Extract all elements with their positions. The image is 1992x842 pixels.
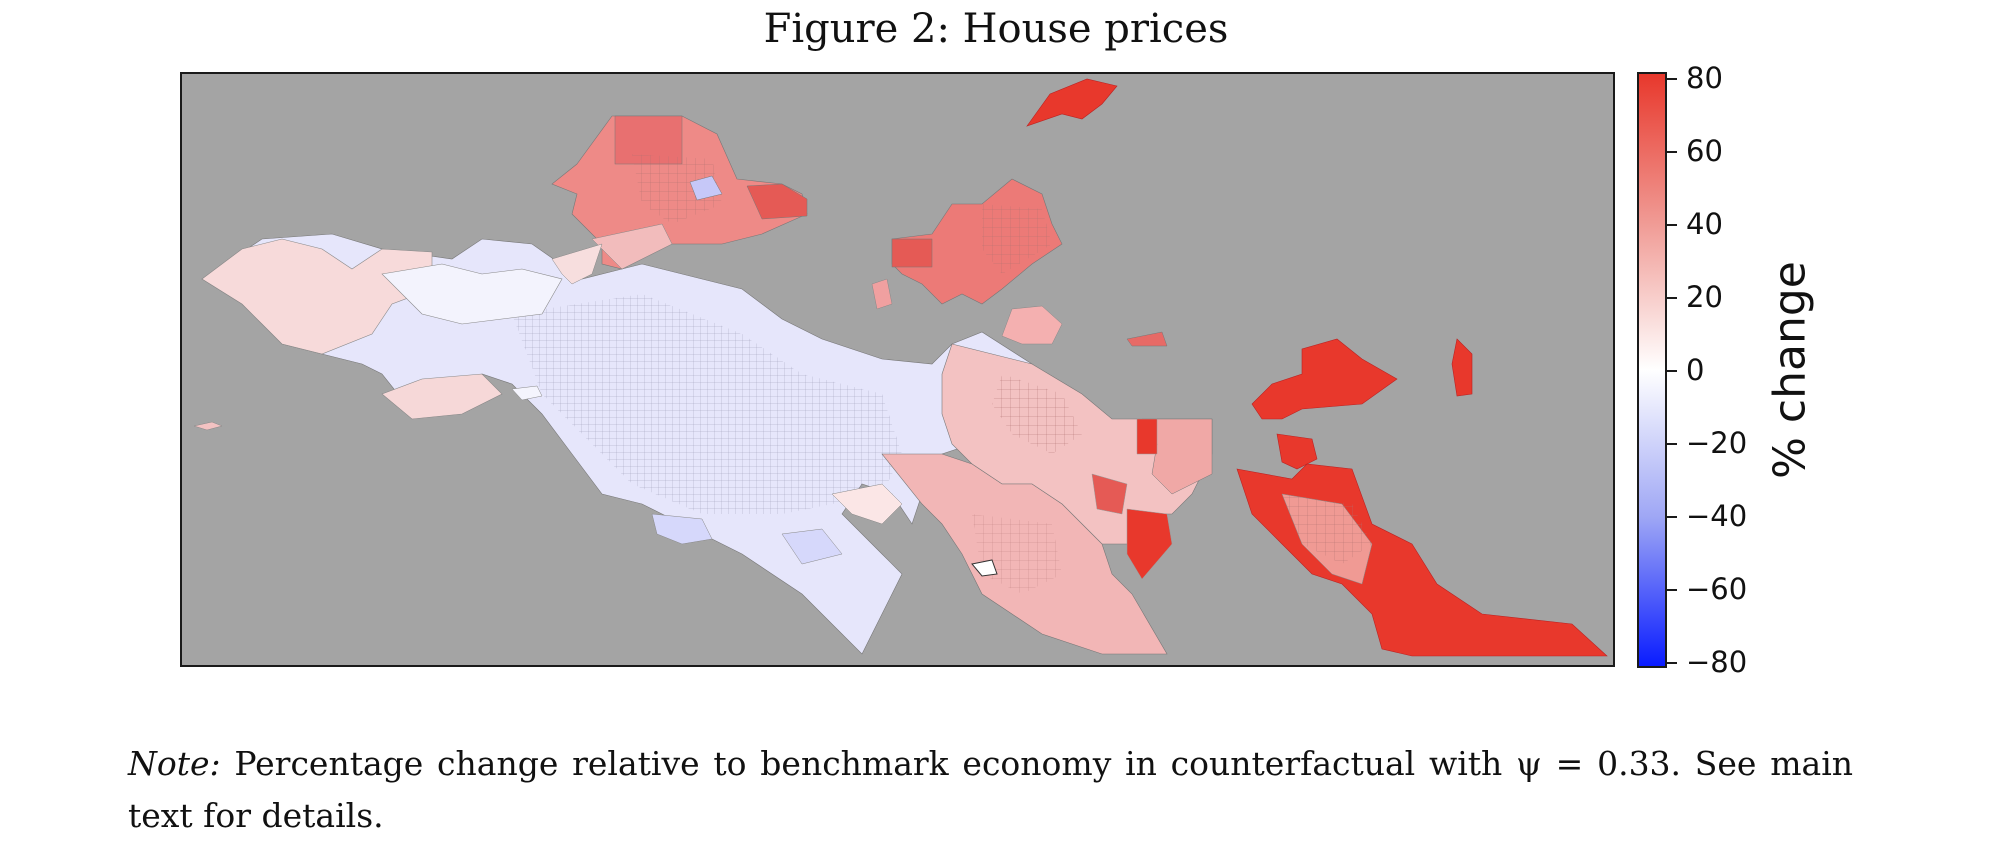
colorbar-tick-label: 80: [1686, 61, 1723, 95]
region-southeast: [1236, 463, 1608, 657]
region-coast-west: [381, 373, 503, 420]
colorbar-tick-label: 40: [1686, 207, 1723, 241]
map-regions: [193, 78, 1608, 657]
figure-note: Note: Percentage change relative to benc…: [128, 738, 1853, 842]
colorbar-tick-label: −40: [1686, 499, 1748, 533]
colorbar-tick: [1667, 662, 1677, 664]
colorbar-tick: [1667, 589, 1677, 591]
colorbar-tick: [1667, 78, 1677, 80]
region-valley: [381, 263, 563, 325]
note-label: Note:: [128, 744, 221, 783]
colorbar: [1637, 72, 1667, 668]
colorbar-tick-label: 0: [1686, 353, 1705, 387]
colorbar-label: % change: [1764, 261, 1816, 479]
region-far-north: [1026, 78, 1118, 127]
colorbar-tick: [1667, 151, 1677, 153]
colorbar-tick-label: −20: [1686, 426, 1748, 460]
colorbar-tick-label: −80: [1686, 645, 1748, 679]
colorbar-tick-label: 60: [1686, 134, 1723, 168]
region-east-red: [1251, 338, 1398, 420]
colorbar-tick-label: −60: [1686, 572, 1748, 606]
figure-title: Figure 2: House prices: [763, 6, 1229, 52]
note-text: Percentage change relative to benchmark …: [128, 744, 1853, 835]
choropleth-map: [180, 72, 1615, 667]
colorbar-tick: [1667, 297, 1677, 299]
colorbar-tick: [1667, 516, 1677, 518]
colorbar-tick-label: 20: [1686, 280, 1723, 314]
colorbar-tick: [1667, 370, 1677, 372]
colorbar-tick: [1667, 443, 1677, 445]
colorbar-tick: [1667, 224, 1677, 226]
